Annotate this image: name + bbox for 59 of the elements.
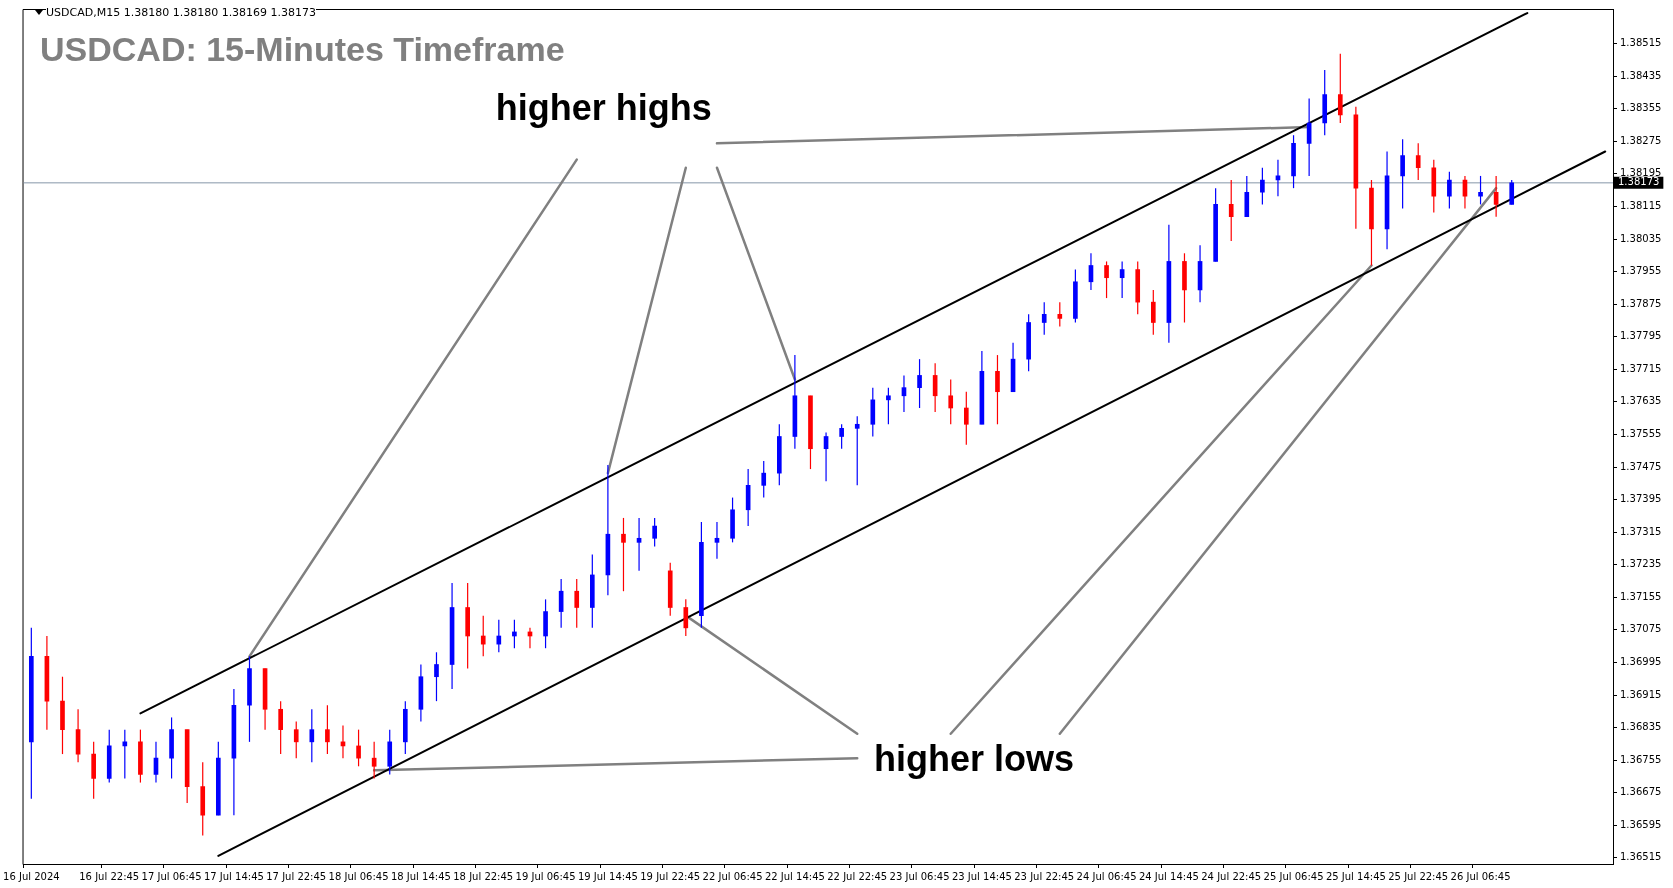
y-tick-label: 1.37635 — [1620, 395, 1662, 407]
y-tick-label: 1.36595 — [1620, 818, 1662, 830]
y-tick-label: 1.37075 — [1620, 623, 1662, 635]
candlestick — [854, 415, 860, 486]
y-tick-label: 1.37955 — [1620, 265, 1662, 277]
annotation: higher lows — [874, 738, 1075, 780]
y-tick-label: 1.38275 — [1620, 134, 1662, 146]
x-tick-label: 18 Jul 22:45 — [453, 870, 514, 882]
x-tick-label: 22 Jul 06:45 — [702, 870, 763, 882]
x-tick-label: 18 Jul 06:45 — [328, 870, 389, 882]
y-tick-label: 1.36515 — [1620, 851, 1662, 863]
y-tick-label: 1.38435 — [1620, 69, 1662, 81]
x-tick-label: 25 Jul 14:45 — [1325, 870, 1386, 882]
x-tick-label: 19 Jul 14:45 — [577, 870, 638, 882]
x-tick-label: 23 Jul 22:45 — [1014, 870, 1075, 882]
y-tick-label: 1.38355 — [1620, 102, 1662, 114]
candlestick — [886, 387, 891, 425]
y-tick-label: 1.37555 — [1620, 428, 1662, 440]
x-tick-label: 24 Jul 06:45 — [1076, 870, 1137, 882]
text: USDCAD: 15-Minutes Timeframe — [40, 30, 565, 69]
ref-line-label: 1.38173 — [1618, 176, 1660, 188]
y-tick-label: 1.37475 — [1620, 460, 1662, 472]
x-tick-label: 19 Jul 06:45 — [515, 870, 576, 882]
y-tick-label: 1.37315 — [1620, 525, 1662, 537]
y-tick-label: 1.37795 — [1620, 330, 1662, 342]
x-tick-label: 25 Jul 22:45 — [1388, 870, 1449, 882]
y-tick-label: 1.37395 — [1620, 493, 1662, 505]
x-tick-label: 25 Jul 06:45 — [1263, 870, 1324, 882]
candlestick — [1057, 301, 1063, 328]
x-tick-label: 18 Jul 14:45 — [390, 870, 451, 882]
y-tick-label: 1.36675 — [1620, 786, 1662, 798]
y-tick-label: 1.36915 — [1620, 688, 1662, 700]
x-tick-label: 17 Jul 06:45 — [141, 870, 202, 882]
x-tick-label: 16 Jul 2024 — [3, 870, 60, 882]
chart-subtitle: USDCAD,M15 1.38180 1.38180 1.38169 1.38173 — [46, 6, 317, 19]
y-tick-label: 1.37715 — [1620, 362, 1662, 374]
x-tick-label: 22 Jul 14:45 — [764, 870, 825, 882]
y-tick-label: 1.36755 — [1620, 753, 1662, 765]
y-tick-label: 1.37875 — [1620, 297, 1662, 309]
y-tick-label: 1.37235 — [1620, 558, 1662, 570]
y-tick-label: 1.38195 — [1620, 167, 1662, 179]
y-tick-label: 1.36835 — [1620, 721, 1662, 733]
x-tick-label: 16 Jul 22:45 — [79, 870, 140, 882]
x-tick-label: 17 Jul 14:45 — [203, 870, 264, 882]
y-tick-label: 1.36995 — [1620, 656, 1662, 668]
y-tick-label: 1.38515 — [1620, 37, 1662, 49]
y-tick-label: 1.38115 — [1620, 200, 1662, 212]
candlestick — [1478, 175, 1483, 206]
x-tick-label: 24 Jul 22:45 — [1201, 870, 1262, 882]
x-tick-label: 24 Jul 14:45 — [1138, 870, 1199, 882]
y-tick-label: 1.37155 — [1620, 590, 1662, 602]
annotation: higher highs — [495, 86, 712, 128]
x-tick-label: 23 Jul 14:45 — [951, 870, 1012, 882]
y-tick-label: 1.38035 — [1620, 232, 1662, 244]
x-tick-label: 17 Jul 22:45 — [266, 870, 327, 882]
x-tick-label: 19 Jul 22:45 — [640, 870, 701, 882]
x-tick-label: 23 Jul 06:45 — [889, 870, 950, 882]
x-tick-label: 22 Jul 22:45 — [827, 870, 888, 882]
x-tick-label: 26 Jul 06:45 — [1450, 870, 1511, 882]
